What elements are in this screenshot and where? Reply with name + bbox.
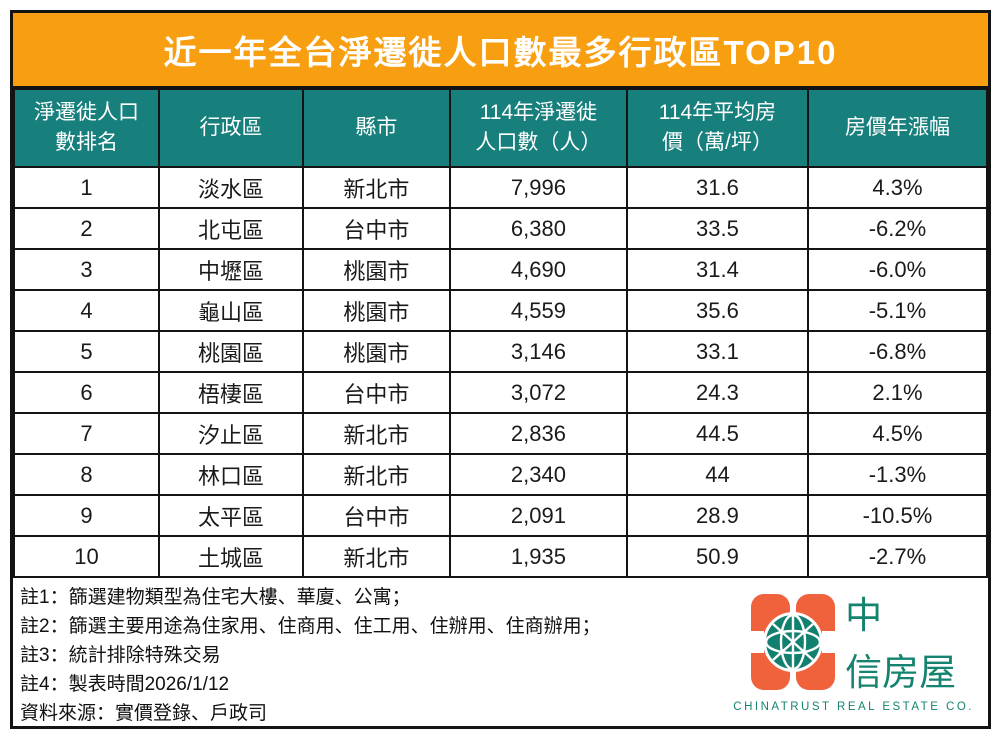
table-row: 10 土城區 新北市 1,935 50.9 -2.7%: [13, 535, 989, 578]
cell-district: 太平區: [157, 494, 304, 537]
cell-yoy-change: -6.8%: [806, 330, 989, 373]
cell-rank: 3: [13, 248, 160, 291]
cell-district: 汐止區: [157, 412, 304, 455]
logo-name-line1: 中: [845, 595, 883, 636]
cell-net-migration: 4,559: [448, 289, 628, 332]
cell-rank: 8: [13, 453, 160, 496]
cell-net-migration: 6,380: [448, 207, 628, 250]
cell-district: 土城區: [157, 535, 304, 578]
header-net-migration: 114年淨遷徙 人口數（人）: [448, 88, 628, 168]
cell-avg-price: 28.9: [625, 494, 809, 537]
table-row: 7 汐止區 新北市 2,836 44.5 4.5%: [13, 412, 989, 455]
cell-district: 淡水區: [157, 166, 304, 209]
footnotes: 註1：篩選建物類型為住宅大樓、華廈、公寓； 註2：篩選主要用途為住家用、住商用、…: [20, 583, 601, 728]
header-district: 行政區: [157, 88, 304, 168]
cell-yoy-change: -2.7%: [806, 535, 989, 578]
data-source: 資料來源：實價登錄、戶政司: [20, 703, 268, 724]
cell-net-migration: 2,091: [448, 494, 628, 537]
cell-net-migration: 3,072: [448, 371, 628, 414]
cell-rank: 2: [13, 207, 160, 250]
table-row: 3 中壢區 桃園市 4,690 31.4 -6.0%: [13, 248, 989, 291]
top10-table: 淨遷徙人口 數排名 行政區 縣市 114年淨遷徙 人口數（人） 114年平均房 …: [13, 88, 989, 578]
cell-rank: 5: [13, 330, 160, 373]
cell-yoy-change: -1.3%: [806, 453, 989, 496]
header-yoy-change: 房價年漲幅: [806, 88, 989, 168]
table-row: 1 淡水區 新北市 7,996 31.6 4.3%: [13, 166, 989, 209]
cell-city: 新北市: [301, 412, 451, 455]
cell-district: 中壢區: [157, 248, 304, 291]
cell-rank: 6: [13, 371, 160, 414]
logo-tagline: CHINATRUST REAL ESTATE CO.: [733, 701, 974, 713]
cell-net-migration: 4,690: [448, 248, 628, 291]
logo-company-name: 中 信房屋: [845, 594, 956, 695]
page-title: 近一年全台淨遷徙人口數最多行政區TOP10: [163, 33, 838, 71]
cell-yoy-change: -5.1%: [806, 289, 989, 332]
cell-city: 新北市: [301, 453, 451, 496]
cell-avg-price: 44: [625, 453, 809, 496]
cell-district: 桃園區: [157, 330, 304, 373]
cell-rank: 7: [13, 412, 160, 455]
cell-city: 台中市: [301, 371, 451, 414]
cell-yoy-change: 4.3%: [806, 166, 989, 209]
table-row: 5 桃園區 桃園市 3,146 33.1 -6.8%: [13, 330, 989, 373]
cell-yoy-change: -10.5%: [806, 494, 989, 537]
cell-city: 台中市: [301, 494, 451, 537]
cell-avg-price: 33.1: [625, 330, 809, 373]
cell-avg-price: 50.9: [625, 535, 809, 578]
chinatrust-logo: 中 信房屋 CHINATRUST REAL ESTATE CO.: [733, 594, 974, 713]
cell-avg-price: 33.5: [625, 207, 809, 250]
cell-district: 梧棲區: [157, 371, 304, 414]
cell-net-migration: 1,935: [448, 535, 628, 578]
cell-avg-price: 35.6: [625, 289, 809, 332]
chinatrust-globe-icon: [751, 594, 836, 695]
title-banner: 近一年全台淨遷徙人口數最多行政區TOP10: [13, 13, 988, 88]
footer-area: 註1：篩選建物類型為住宅大樓、華廈、公寓； 註2：篩選主要用途為住家用、住商用、…: [13, 578, 988, 726]
cell-net-migration: 2,340: [448, 453, 628, 496]
cell-yoy-change: 4.5%: [806, 412, 989, 455]
cell-rank: 9: [13, 494, 160, 537]
cell-avg-price: 31.6: [625, 166, 809, 209]
table-row: 4 龜山區 桃園市 4,559 35.6 -5.1%: [13, 289, 989, 332]
cell-city: 台中市: [301, 207, 451, 250]
footnote-2: 註2：篩選主要用途為住家用、住商用、住工用、住辦用、住商辦用；: [20, 616, 601, 637]
table-row: 9 太平區 台中市 2,091 28.9 -10.5%: [13, 494, 989, 537]
cell-rank: 10: [13, 535, 160, 578]
footnote-4: 註4：製表時間2026/1/12: [20, 674, 230, 695]
cell-district: 龜山區: [157, 289, 304, 332]
cell-avg-price: 44.5: [625, 412, 809, 455]
cell-city: 新北市: [301, 535, 451, 578]
cell-city: 桃園市: [301, 248, 451, 291]
cell-avg-price: 31.4: [625, 248, 809, 291]
cell-city: 桃園市: [301, 289, 451, 332]
cell-yoy-change: -6.0%: [806, 248, 989, 291]
cell-district: 林口區: [157, 453, 304, 496]
cell-district: 北屯區: [157, 207, 304, 250]
cell-net-migration: 7,996: [448, 166, 628, 209]
header-city: 縣市: [301, 88, 451, 168]
cell-city: 桃園市: [301, 330, 451, 373]
cell-yoy-change: -6.2%: [806, 207, 989, 250]
cell-rank: 4: [13, 289, 160, 332]
infographic-board: 近一年全台淨遷徙人口數最多行政區TOP10 淨遷徙人口 數排名 行政區 縣市 1…: [10, 10, 991, 729]
cell-yoy-change: 2.1%: [806, 371, 989, 414]
footnote-1: 註1：篩選建物類型為住宅大樓、華廈、公寓；: [20, 587, 411, 608]
table-row: 8 林口區 新北市 2,340 44 -1.3%: [13, 453, 989, 496]
cell-city: 新北市: [301, 166, 451, 209]
cell-avg-price: 24.3: [625, 371, 809, 414]
cell-net-migration: 2,836: [448, 412, 628, 455]
table-row: 2 北屯區 台中市 6,380 33.5 -6.2%: [13, 207, 989, 250]
table-row: 6 梧棲區 台中市 3,072 24.3 2.1%: [13, 371, 989, 414]
footnote-3: 註3：統計排除特殊交易: [20, 645, 221, 666]
cell-net-migration: 3,146: [448, 330, 628, 373]
logo-name-line2: 信房屋: [845, 651, 957, 693]
table-header-row: 淨遷徙人口 數排名 行政區 縣市 114年淨遷徙 人口數（人） 114年平均房 …: [13, 88, 989, 168]
cell-rank: 1: [13, 166, 160, 209]
header-rank: 淨遷徙人口 數排名: [13, 88, 160, 168]
header-avg-price: 114年平均房 價（萬/坪）: [625, 88, 809, 168]
